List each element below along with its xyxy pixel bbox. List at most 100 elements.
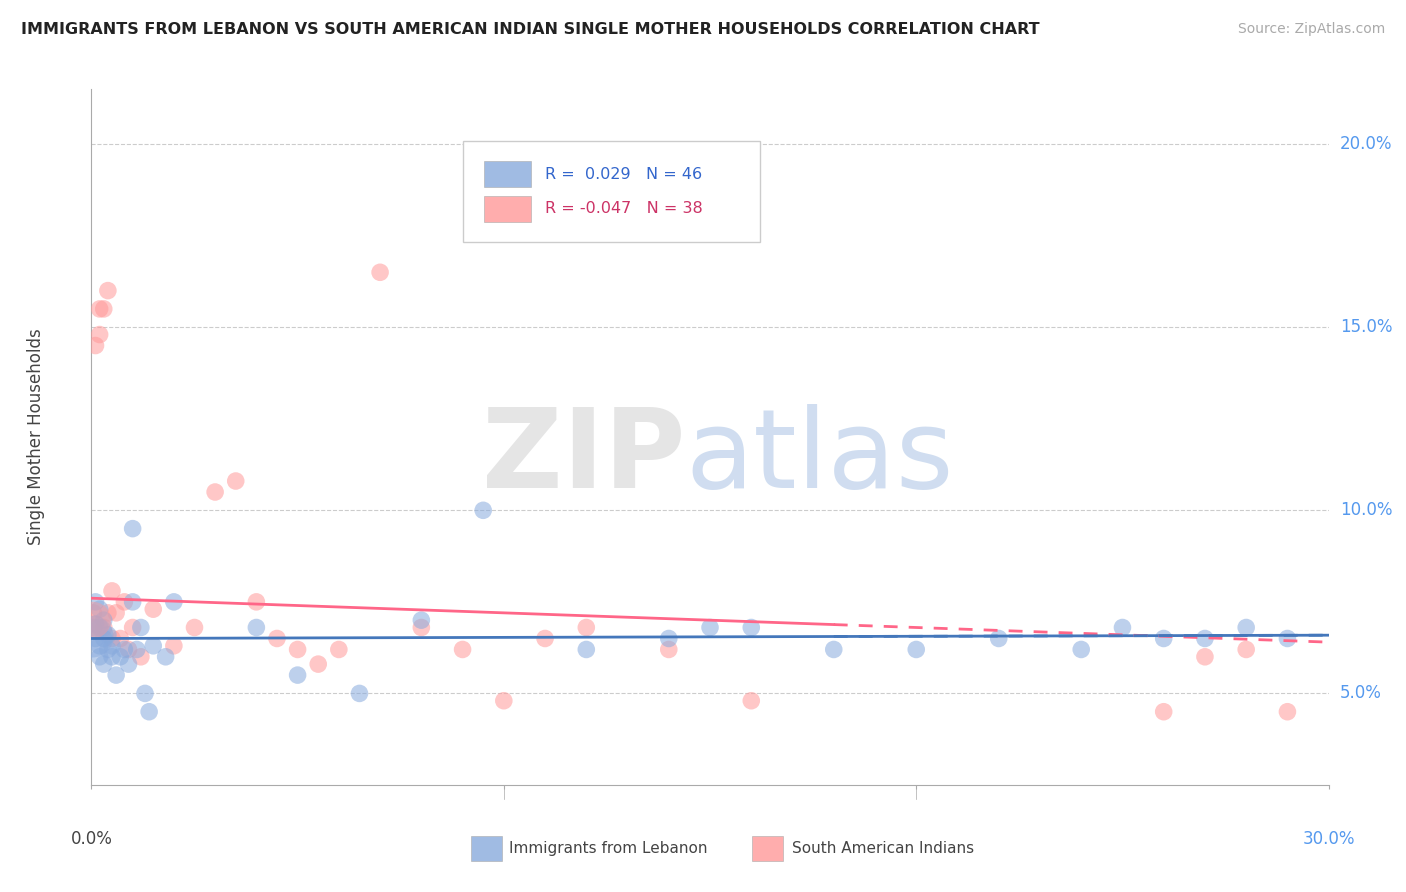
Point — [1070, 642, 1092, 657]
Text: 15.0%: 15.0% — [1340, 318, 1392, 336]
Point — [121, 595, 143, 609]
Point — [987, 632, 1010, 646]
Point — [138, 705, 160, 719]
Point — [492, 694, 515, 708]
Point — [101, 583, 124, 598]
Text: 30.0%: 30.0% — [1302, 830, 1355, 848]
Point — [699, 620, 721, 634]
Point — [84, 632, 107, 646]
Point — [740, 620, 762, 634]
Text: R = -0.047   N = 38: R = -0.047 N = 38 — [546, 202, 703, 217]
Point — [82, 620, 104, 634]
Point — [349, 686, 371, 700]
Point — [287, 642, 309, 657]
Point — [1277, 632, 1299, 646]
Point — [82, 613, 104, 627]
Point — [658, 642, 681, 657]
Point — [163, 639, 186, 653]
Point — [129, 620, 152, 634]
Point — [121, 620, 143, 634]
Point — [97, 284, 120, 298]
Text: atlas: atlas — [685, 404, 953, 511]
Point — [89, 620, 111, 634]
Point — [89, 301, 111, 316]
Point — [142, 639, 165, 653]
Point — [328, 642, 350, 657]
Point — [204, 485, 226, 500]
Point — [1194, 632, 1216, 646]
Point — [105, 606, 128, 620]
Point — [101, 639, 124, 653]
Point — [472, 503, 495, 517]
Text: Source: ZipAtlas.com: Source: ZipAtlas.com — [1237, 22, 1385, 37]
Point — [105, 668, 128, 682]
Point — [740, 694, 762, 708]
Point — [1234, 642, 1257, 657]
Point — [575, 620, 598, 634]
Point — [97, 642, 120, 657]
Point — [368, 265, 391, 279]
Bar — [484, 161, 530, 187]
Text: Single Mother Households: Single Mother Households — [27, 329, 45, 545]
Point — [97, 628, 120, 642]
Text: 10.0%: 10.0% — [1340, 501, 1392, 519]
Point — [112, 642, 135, 657]
Point — [129, 649, 152, 664]
Point — [101, 649, 124, 664]
Point — [121, 522, 143, 536]
Point — [110, 632, 132, 646]
Point — [93, 613, 115, 627]
Point — [89, 327, 111, 342]
Point — [245, 595, 267, 609]
FancyBboxPatch shape — [463, 141, 759, 243]
Point — [93, 620, 115, 634]
Text: 0.0%: 0.0% — [70, 830, 112, 848]
Point — [82, 630, 104, 644]
Point — [534, 632, 557, 646]
Text: IMMIGRANTS FROM LEBANON VS SOUTH AMERICAN INDIAN SINGLE MOTHER HOUSEHOLDS CORREL: IMMIGRANTS FROM LEBANON VS SOUTH AMERICA… — [21, 22, 1039, 37]
Text: 20.0%: 20.0% — [1340, 135, 1392, 153]
Point — [225, 474, 247, 488]
Point — [411, 613, 433, 627]
Point — [823, 642, 845, 657]
Point — [658, 632, 681, 646]
Point — [575, 642, 598, 657]
Point — [97, 606, 120, 620]
Text: R =  0.029   N = 46: R = 0.029 N = 46 — [546, 167, 703, 182]
Point — [1194, 649, 1216, 664]
Point — [117, 642, 139, 657]
Text: ZIP: ZIP — [482, 404, 685, 511]
Point — [451, 642, 474, 657]
Point — [266, 632, 288, 646]
Text: South American Indians: South American Indians — [792, 841, 974, 855]
Text: Immigrants from Lebanon: Immigrants from Lebanon — [509, 841, 707, 855]
Point — [125, 642, 148, 657]
Point — [142, 602, 165, 616]
Point — [89, 639, 111, 653]
Point — [89, 649, 111, 664]
Point — [93, 301, 115, 316]
Point — [905, 642, 928, 657]
Point — [134, 686, 156, 700]
Point — [1277, 705, 1299, 719]
Point — [110, 649, 132, 664]
Point — [155, 649, 177, 664]
Point — [411, 620, 433, 634]
Point — [101, 632, 124, 646]
Point — [287, 668, 309, 682]
Point — [1153, 632, 1175, 646]
Bar — [484, 195, 530, 222]
Point — [112, 595, 135, 609]
Point — [1234, 620, 1257, 634]
Point — [307, 657, 329, 672]
Point — [93, 657, 115, 672]
Point — [1111, 620, 1133, 634]
Point — [183, 620, 205, 634]
Point — [117, 657, 139, 672]
Point — [82, 606, 104, 620]
Point — [245, 620, 267, 634]
Bar — [752, 836, 783, 861]
Point — [89, 602, 111, 616]
Point — [84, 338, 107, 352]
Point — [163, 595, 186, 609]
